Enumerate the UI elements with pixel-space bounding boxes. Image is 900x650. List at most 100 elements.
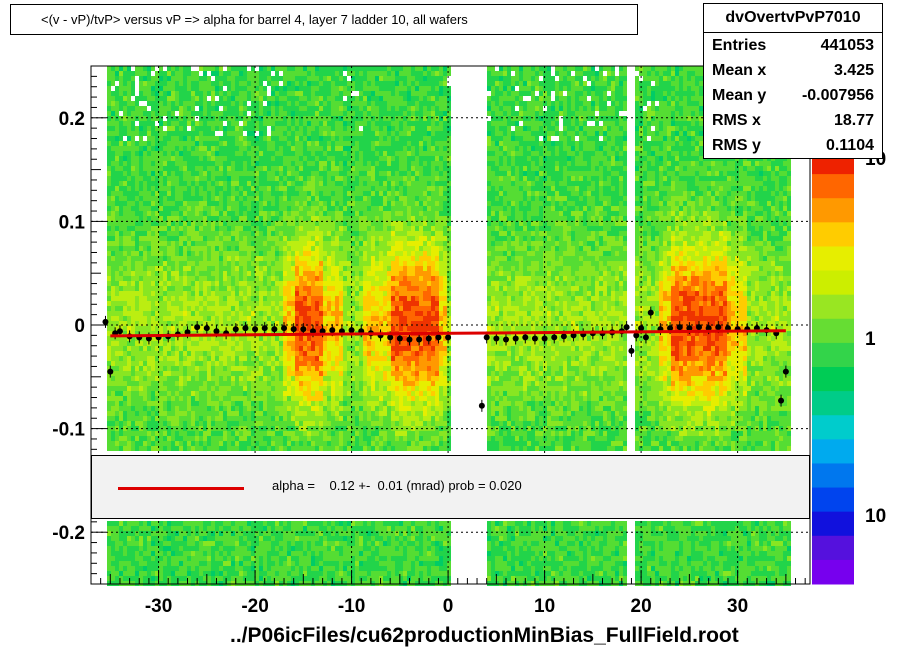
- heatmap-cell: [323, 156, 327, 161]
- heatmap-cell: [251, 146, 255, 151]
- heatmap-cell: [131, 526, 135, 531]
- heatmap-cell: [163, 326, 167, 331]
- heatmap-cell: [279, 551, 283, 556]
- heatmap-cell: [279, 521, 283, 526]
- heatmap-cell: [143, 351, 147, 356]
- heatmap-cell: [219, 141, 223, 146]
- heatmap-cell: [195, 536, 199, 541]
- heatmap-cell: [203, 426, 207, 431]
- heatmap-cell: [123, 321, 127, 326]
- heatmap-cell: [215, 121, 219, 126]
- heatmap-cell: [271, 356, 275, 361]
- heatmap-cell: [251, 181, 255, 186]
- heatmap-cell: [227, 551, 231, 556]
- heatmap-cell: [275, 121, 279, 126]
- heatmap-cell: [267, 376, 271, 381]
- heatmap-cell: [283, 526, 287, 531]
- heatmap-cell: [171, 276, 175, 281]
- heatmap-cell: [199, 196, 203, 201]
- heatmap-cell: [215, 66, 219, 71]
- heatmap-cell: [211, 526, 215, 531]
- heatmap-cell: [251, 316, 255, 321]
- heatmap-cell: [187, 366, 191, 371]
- heatmap-cell: [311, 526, 315, 531]
- heatmap-cell: [223, 206, 227, 211]
- heatmap-cell: [195, 306, 199, 311]
- heatmap-cell: [291, 251, 295, 256]
- heatmap-cell: [183, 436, 187, 441]
- heatmap-cell: [215, 391, 219, 396]
- heatmap-cell: [219, 336, 223, 341]
- heatmap-cell: [223, 186, 227, 191]
- heatmap-cell: [203, 521, 207, 526]
- heatmap-cell: [183, 541, 187, 546]
- heatmap-cell: [163, 336, 167, 341]
- heatmap-cell: [263, 231, 267, 236]
- heatmap-cell: [271, 406, 275, 411]
- heatmap-cell: [219, 201, 223, 206]
- heatmap-cell: [275, 166, 279, 171]
- heatmap-cell: [315, 311, 319, 316]
- heatmap-cell: [307, 151, 311, 156]
- heatmap-cell: [251, 556, 255, 561]
- heatmap-cell: [203, 571, 207, 576]
- heatmap-cell: [283, 446, 287, 451]
- heatmap-cell: [303, 101, 307, 106]
- heatmap-cell: [115, 121, 119, 126]
- heatmap-cell: [247, 131, 251, 136]
- heatmap-cell: [207, 241, 211, 246]
- heatmap-cell: [287, 531, 291, 536]
- heatmap-cell: [251, 421, 255, 426]
- heatmap-cell: [139, 191, 143, 196]
- heatmap-cell: [195, 186, 199, 191]
- heatmap-cell: [123, 291, 127, 296]
- heatmap-cell: [251, 381, 255, 386]
- heatmap-cell: [151, 551, 155, 556]
- heatmap-cell: [311, 216, 315, 221]
- heatmap-cell: [227, 246, 231, 251]
- heatmap-cell: [271, 231, 275, 236]
- heatmap-cell: [219, 376, 223, 381]
- heatmap-cell: [175, 251, 179, 256]
- heatmap-cell: [243, 276, 247, 281]
- heatmap-cell: [199, 436, 203, 441]
- heatmap-cell: [291, 361, 295, 366]
- heatmap-cell: [171, 196, 175, 201]
- heatmap-cell: [127, 376, 131, 381]
- heatmap-cell: [315, 171, 319, 176]
- heatmap-cell: [259, 116, 263, 121]
- heatmap-cell: [307, 231, 311, 236]
- heatmap-cell: [231, 146, 235, 151]
- heatmap-cell: [155, 216, 159, 221]
- heatmap-cell: [155, 91, 159, 96]
- heatmap-cell: [311, 296, 315, 301]
- heatmap-cell: [107, 236, 111, 241]
- heatmap-cell: [327, 526, 331, 531]
- heatmap-cell: [191, 96, 195, 101]
- heatmap-cell: [283, 441, 287, 446]
- heatmap-cell: [143, 266, 147, 271]
- heatmap-cell: [179, 531, 183, 536]
- heatmap-cell: [143, 326, 147, 331]
- heatmap-cell: [175, 276, 179, 281]
- heatmap-cell: [303, 391, 307, 396]
- heatmap-cell: [167, 551, 171, 556]
- heatmap-cell: [183, 241, 187, 246]
- heatmap-cell: [235, 116, 239, 121]
- heatmap-cell: [259, 151, 263, 156]
- heatmap-cell: [167, 536, 171, 541]
- heatmap-cell: [251, 156, 255, 161]
- heatmap-cell: [251, 526, 255, 531]
- heatmap-cell: [135, 291, 139, 296]
- heatmap-cell: [283, 141, 287, 146]
- heatmap-cell: [271, 156, 275, 161]
- heatmap-cell: [183, 126, 187, 131]
- heatmap-cell: [211, 446, 215, 451]
- heatmap-cell: [299, 321, 303, 326]
- heatmap-cell: [211, 91, 215, 96]
- heatmap-cell: [283, 396, 287, 401]
- heatmap-cell: [239, 396, 243, 401]
- heatmap-cell: [315, 306, 319, 311]
- heatmap-cell: [227, 71, 231, 76]
- heatmap-cell: [123, 126, 127, 131]
